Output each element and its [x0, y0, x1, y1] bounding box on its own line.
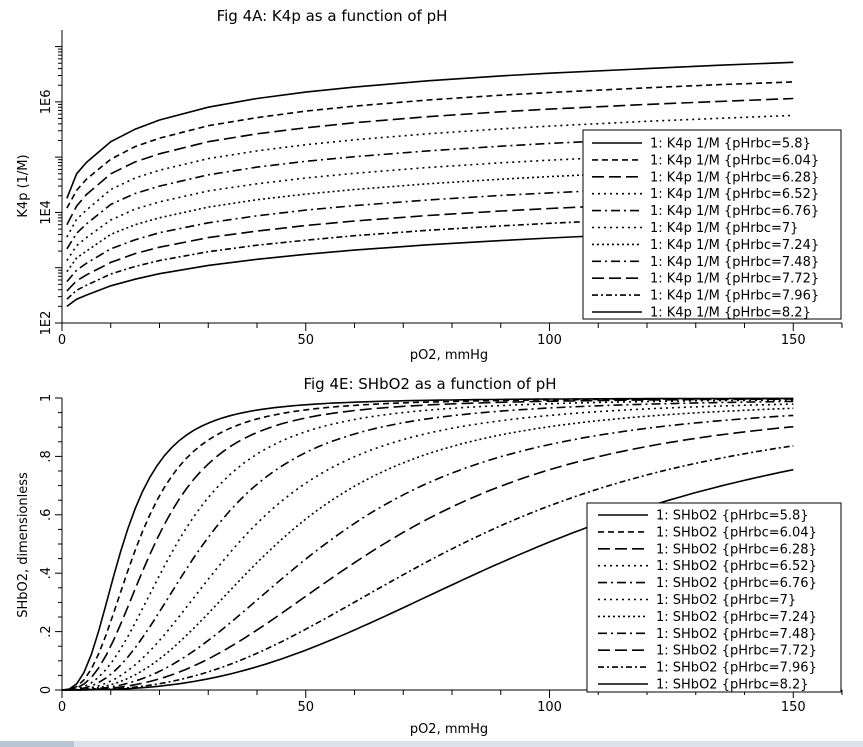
x-tick-label-k4p: 0	[58, 333, 66, 348]
series-line-shbo2	[62, 445, 794, 691]
series-line-shbo2	[62, 407, 794, 691]
series-line-k4p	[66, 181, 794, 283]
y-tick-label-shbo2: .4	[39, 567, 54, 579]
y-axis-label-k4p: K4p (1/M)	[16, 154, 31, 217]
x-axis-label-k4p: pO2, mmHg	[410, 348, 488, 363]
x-tick-label-k4p: 100	[537, 333, 562, 348]
series-line-k4p	[66, 61, 794, 199]
legend-label-k4p: 1: K4p 1/M {pHrbc=6.04}	[650, 153, 819, 168]
y-tick-label-shbo2: 0	[39, 686, 54, 694]
legend-box-shbo2	[586, 502, 842, 693]
legend-label-k4p: 1: K4p 1/M {pHrbc=7.96}	[650, 289, 819, 304]
panel-k4p: Fig 4A: K4p as a function of pH 1E21E41E…	[16, 7, 843, 363]
legend-label-k4p: 1: K4p 1/M {pHrbc=5.8}	[650, 137, 811, 152]
y-tick-label-shbo2: 1	[39, 394, 54, 402]
curves-shbo2	[61, 397, 794, 691]
legend-label-k4p: 1: K4p 1/M {pHrbc=7}	[650, 221, 798, 236]
series-line-shbo2	[62, 425, 794, 691]
legend-label-k4p: 1: K4p 1/M {pHrbc=7.48}	[650, 255, 819, 270]
panel-shbo2: Fig 4E: SHbO2 as a function of pH 0 .2 .4.…	[16, 375, 843, 737]
y-tick-label-shbo2: .8	[39, 450, 54, 462]
x-tick-label-shbo2: 50	[297, 700, 314, 715]
series-line-shbo2	[61, 398, 794, 691]
y-tick-label-k4p: 1E2	[39, 311, 54, 336]
y-ticks-shbo2: 0 .2 .4 .6 .8 1	[39, 394, 62, 694]
series-line-shbo2	[61, 403, 794, 691]
x-axis-label-shbo2: pO2, mmHg	[410, 722, 488, 737]
legend-label-k4p: 1: K4p 1/M {pHrbc=7.72}	[650, 272, 819, 287]
x-tick-label-shbo2: 0	[58, 700, 66, 715]
legend-label-k4p: 1: K4p 1/M {pHrbc=7.24}	[650, 238, 819, 253]
x-tick-label-shbo2: 150	[781, 700, 806, 715]
y-tick-label-shbo2: .6	[39, 509, 54, 521]
y-tick-label-k4p: 1E6	[39, 89, 54, 114]
x-tick-label-shbo2: 100	[537, 700, 562, 715]
legend-label-k4p: 1: K4p 1/M {pHrbc=6.76}	[650, 204, 819, 219]
legend-label-shbo2: 1: SHbO2 {pHrbc=6.76}	[656, 576, 817, 591]
y-tick-label-k4p: 1E4	[39, 200, 54, 225]
legend-label-shbo2: 1: SHbO2 {pHrbc=7.48}	[656, 627, 817, 642]
series-line-k4p	[66, 97, 794, 226]
legend-box-k4p	[582, 129, 842, 320]
legend-label-shbo2: 1: SHbO2 {pHrbc=7.96}	[656, 661, 817, 676]
series-line-shbo2	[61, 400, 794, 691]
legend-label-shbo2: 1: SHbO2 {pHrbc=8.2}	[656, 678, 809, 693]
chart-title-k4p: Fig 4A: K4p as a function of pH	[217, 7, 448, 25]
series-line-shbo2	[61, 397, 794, 691]
legend-shbo2: 1: SHbO2 {pHrbc=5.8}1: SHbO2 {pHrbc=6.04…	[586, 502, 842, 693]
y-tick-label-shbo2: .2	[39, 625, 54, 637]
legend-label-shbo2: 1: SHbO2 {pHrbc=7}	[656, 593, 796, 608]
y-ticks-k4p: 1E2 1E4 1E6	[39, 46, 62, 336]
taskbar-tab[interactable]	[0, 741, 74, 747]
legend-label-k4p: 1: K4p 1/M {pHrbc=6.52}	[650, 187, 819, 202]
x-tick-label-k4p: 150	[781, 333, 806, 348]
chart-title-shbo2: Fig 4E: SHbO2 as a function of pH	[303, 375, 556, 393]
series-line-k4p	[66, 114, 794, 238]
legend-label-shbo2: 1: SHbO2 {pHrbc=6.28}	[656, 542, 817, 557]
legend-k4p: 1: K4p 1/M {pHrbc=5.8}1: K4p 1/M {pHrbc=…	[582, 129, 842, 321]
x-ticks-k4p: 0 50 100 150	[58, 323, 843, 348]
window-bottom-edge	[0, 741, 863, 747]
legend-label-shbo2: 1: SHbO2 {pHrbc=5.8}	[656, 509, 809, 524]
series-line-shbo2	[61, 397, 794, 691]
series-line-shbo2	[62, 414, 794, 691]
legend-label-shbo2: 1: SHbO2 {pHrbc=6.04}	[656, 525, 817, 540]
legend-label-shbo2: 1: SHbO2 {pHrbc=7.24}	[656, 610, 817, 625]
series-line-shbo2	[61, 399, 794, 691]
legend-label-shbo2: 1: SHbO2 {pHrbc=6.52}	[656, 559, 817, 574]
x-ticks-shbo2: 0 50 100 150	[58, 690, 843, 715]
series-line-k4p	[66, 81, 794, 209]
series-line-shbo2	[62, 468, 794, 691]
x-tick-label-k4p: 50	[297, 333, 314, 348]
legend-label-k4p: 1: K4p 1/M {pHrbc=8.2}	[650, 306, 811, 321]
y-axis-label-shbo2: SHbO2, dimensionless	[16, 472, 31, 618]
legend-label-shbo2: 1: SHbO2 {pHrbc=7.72}	[656, 644, 817, 659]
legend-label-k4p: 1: K4p 1/M {pHrbc=6.28}	[650, 170, 819, 185]
